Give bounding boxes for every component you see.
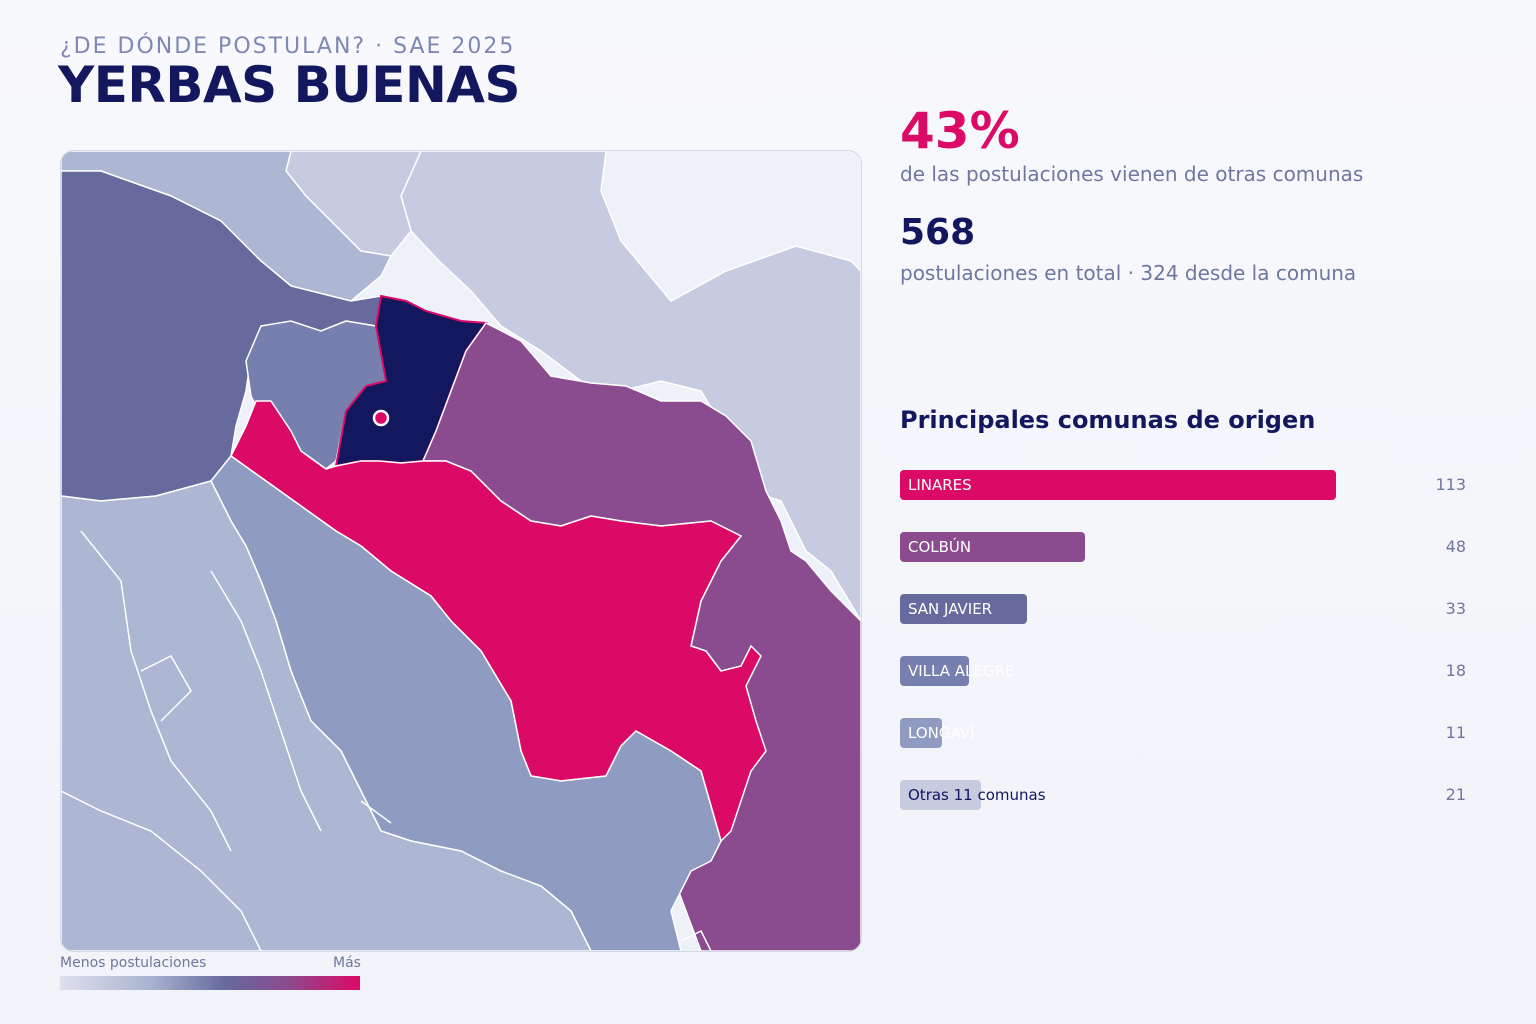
ranking-label: COLBÚN (908, 538, 972, 556)
total-applications-text: postulaciones en total · 324 desde la co… (900, 261, 1357, 285)
external-percentage: 43% (900, 102, 1020, 160)
ranking-value: 33 (1445, 599, 1466, 618)
region-southwest[interactable] (61, 480, 592, 951)
ranking-bar (900, 780, 981, 810)
ranking-value: 11 (1445, 723, 1466, 742)
ranking-row[interactable]: SAN JAVIER 33 (900, 594, 1470, 624)
ranking-bar (900, 718, 942, 748)
ranking-bar (900, 594, 1027, 624)
legend-gradient (60, 976, 360, 990)
ranking-label: VILLA ALEGRE (908, 662, 1015, 680)
ranking-row[interactable]: Otras 11 comunas 21 (900, 780, 1470, 810)
ranking-row[interactable]: LINARES 113 (900, 470, 1470, 500)
ranking-row[interactable]: LONGAVÍ 11 (900, 718, 1470, 748)
ranking-value: 48 (1445, 537, 1466, 556)
map-svg[interactable] (61, 151, 861, 951)
ranking-title: Principales comunas de origen (900, 406, 1316, 434)
internal-borders (61, 530, 712, 951)
commune-marker[interactable] (372, 409, 390, 427)
ranking-row[interactable]: COLBÚN 48 (900, 532, 1470, 562)
ranking-value: 21 (1445, 785, 1466, 804)
ranking-label: SAN JAVIER (908, 600, 993, 618)
total-applications: 568 (900, 212, 976, 253)
choropleth-map[interactable] (60, 150, 862, 952)
ranking-bar (900, 532, 1085, 562)
eyebrow-label: ¿DE DÓNDE POSTULAN? · SAE 2025 (60, 34, 516, 59)
ranking-label: Otras 11 comunas (908, 786, 1046, 804)
legend-high-label: Más (333, 955, 361, 971)
ranking-bar (900, 470, 1336, 500)
ranking-value: 113 (1435, 475, 1466, 494)
legend-low-label: Menos postulaciones (60, 955, 207, 971)
external-percentage-text: de las postulaciones vienen de otras com… (900, 162, 1364, 186)
ranking-label: LINARES (908, 476, 972, 494)
commune-title: YERBAS BUENAS (58, 56, 521, 114)
ranking-row[interactable]: VILLA ALEGRE 18 (900, 656, 1470, 686)
ranking-label: LONGAVÍ (908, 724, 975, 742)
ranking-bar (900, 656, 969, 686)
ranking-value: 18 (1445, 661, 1466, 680)
